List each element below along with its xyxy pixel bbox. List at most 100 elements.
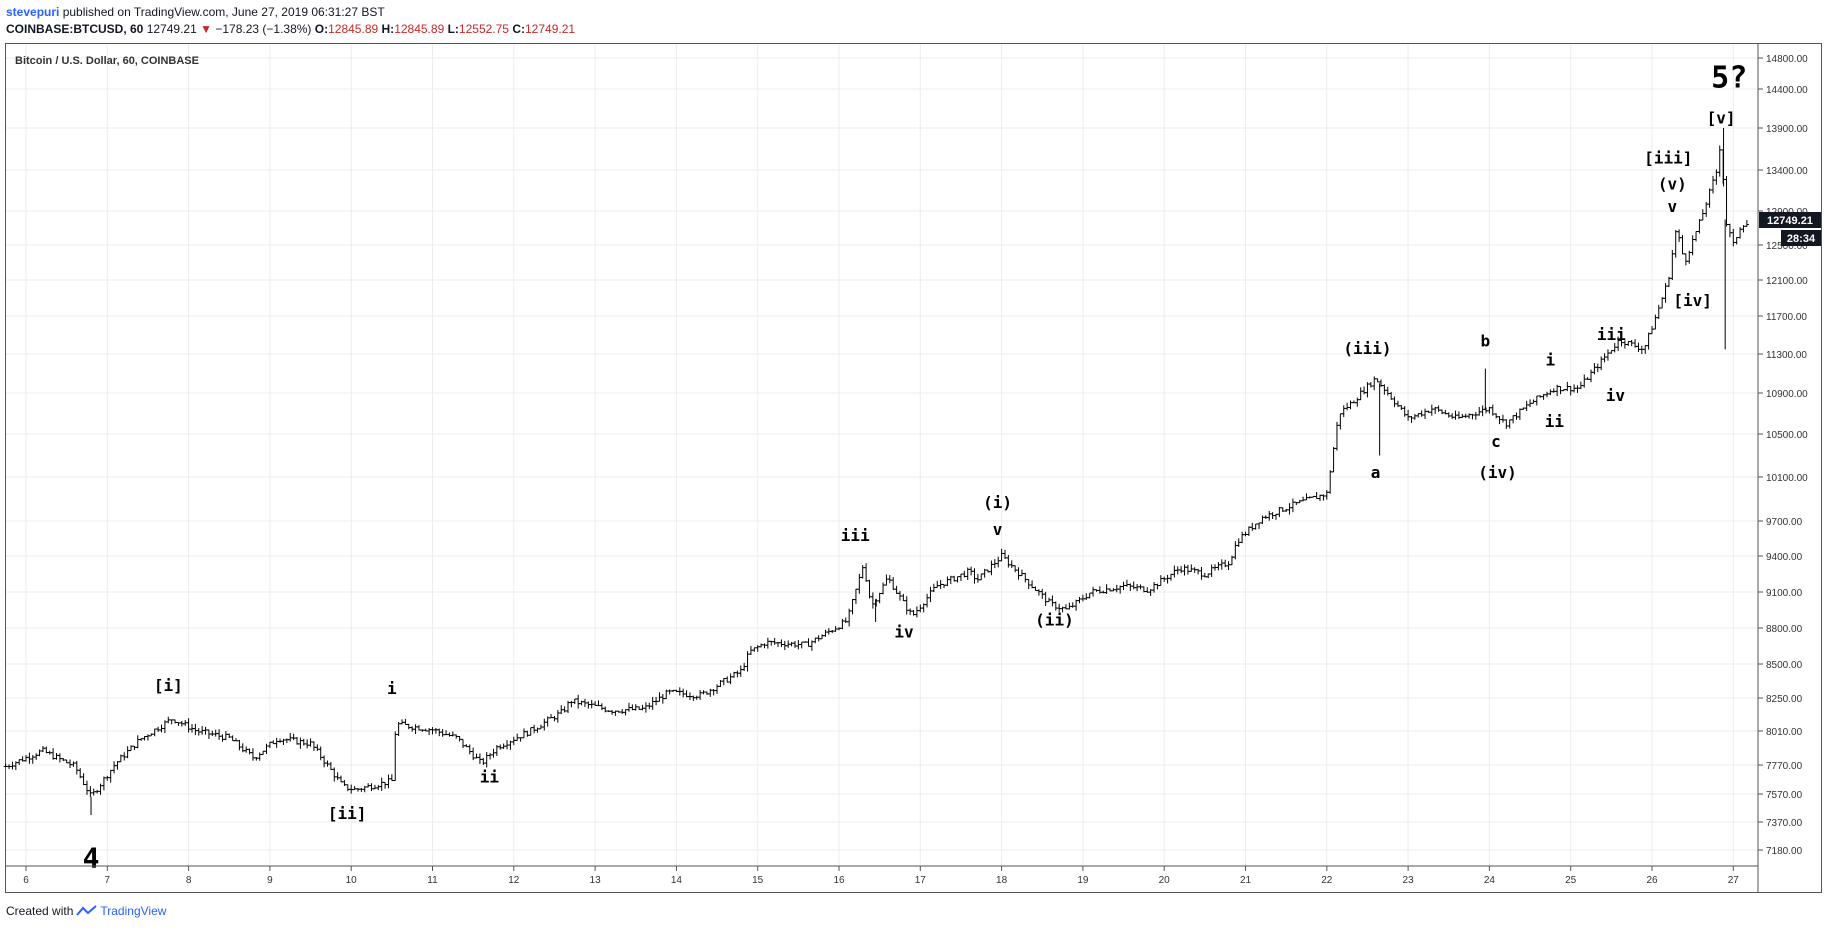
chart-frame[interactable]	[5, 43, 1822, 893]
author-link[interactable]: stevepuri	[6, 5, 60, 19]
ohlc-bar	[257, 752, 262, 761]
ohlc-bar	[1507, 419, 1512, 429]
chart-title: Bitcoin / U.S. Dollar, 60, COINBASE	[15, 55, 199, 67]
ohlc-bar	[1114, 584, 1119, 593]
ohlc-bar	[1399, 405, 1404, 411]
ohlc-bar	[71, 761, 76, 767]
ohlc-bar	[667, 689, 672, 695]
ohlc-bar	[857, 573, 862, 594]
ohlc-bar	[460, 738, 465, 749]
time-axis[interactable]: 6 7 8 9 10 11 12 13 14 15 16 17 18 19 20 21 22 23 24 25 26 27	[23, 866, 1739, 886]
ohlc-bar	[379, 777, 384, 791]
countdown-label: 28:34	[1787, 233, 1816, 245]
ohlc-bar	[891, 577, 896, 590]
wave-label: [iii]	[1644, 148, 1692, 167]
ohlc-bar	[721, 678, 726, 686]
ohlc-bar	[525, 730, 530, 737]
ohlc-bar	[996, 556, 1001, 568]
ohlc-bar	[250, 748, 255, 761]
x-tick-label: 6	[23, 875, 29, 886]
ohlc-bar	[1436, 405, 1441, 412]
ohlc-bar	[711, 689, 716, 696]
ohlc-bar	[145, 734, 150, 741]
ohlc-bar	[515, 733, 520, 741]
ohlc-bar	[1450, 413, 1455, 419]
ohlc-bar	[372, 784, 377, 790]
wave-label: c	[1491, 432, 1501, 451]
ohlc-bar	[1189, 564, 1194, 572]
wave-label: v	[993, 520, 1003, 539]
ohlc-bar	[1355, 397, 1360, 407]
ohlc-bar	[1257, 522, 1262, 530]
ohlc-bar	[928, 586, 933, 603]
ohlc-bar	[481, 757, 486, 765]
low-label: L:	[447, 22, 459, 36]
ohlc-bar	[1511, 415, 1516, 424]
y-tick-label: 9400.00	[1766, 552, 1803, 563]
ohlc-bar	[1517, 408, 1522, 420]
ohlc-bar	[1043, 591, 1048, 607]
close-value: 12749.21	[525, 22, 576, 36]
ohlc-bar	[1392, 396, 1397, 408]
ohlc-bar	[68, 759, 73, 768]
tradingview-link[interactable]: TradingView	[76, 904, 166, 918]
ohlc-bar	[1582, 374, 1587, 388]
ohlc-bar	[339, 775, 344, 783]
x-tick-label: 17	[915, 875, 927, 886]
ohlc-bar	[542, 718, 547, 731]
ohlc-bar	[1328, 470, 1333, 494]
ohlc-bar	[84, 780, 89, 795]
ohlc-bar	[1744, 219, 1749, 227]
ohlc-bar	[1124, 579, 1129, 587]
ohlc-bar	[498, 744, 503, 750]
y-tick-label: 10900.00	[1766, 389, 1808, 400]
ohlc-bar	[935, 580, 940, 589]
ohlc-bar	[132, 745, 137, 751]
ohlc-bar	[535, 727, 540, 733]
ohlc-bar	[383, 781, 388, 789]
ohlc-bar	[291, 733, 296, 741]
x-tick-label: 27	[1728, 875, 1740, 886]
last-price: 12749.21	[146, 22, 197, 36]
ohlc-bar	[440, 729, 445, 737]
ohlc-bar	[1152, 582, 1157, 593]
ohlc-bar	[1358, 387, 1363, 401]
ohlc-bar	[1196, 568, 1201, 575]
ohlc-bar	[518, 737, 523, 742]
ohlc-bar	[1727, 223, 1732, 238]
ohlc-bar	[1158, 575, 1163, 586]
ohlc-bar	[572, 698, 577, 705]
price-axis[interactable]: 7180.00 7370.00 7570.00 7770.00 8010.00 8250.…	[1758, 54, 1808, 857]
ohlc-bar	[1406, 409, 1411, 421]
ohlc-bar	[1128, 583, 1133, 591]
y-tick-label: 7570.00	[1766, 790, 1803, 801]
ohlc-bar	[1670, 250, 1675, 281]
ohlc-bar	[823, 629, 828, 637]
wave-label: (v)	[1658, 175, 1687, 194]
ohlc-bar	[51, 748, 56, 760]
ohlc-bar	[735, 670, 740, 678]
ohlc-bar	[1548, 389, 1553, 396]
wave-label: [v]	[1707, 108, 1736, 127]
ohlc-bar	[1710, 175, 1715, 194]
ohlc-bar	[779, 639, 784, 647]
wave-label: iii	[1597, 325, 1626, 344]
wave-label: (i)	[983, 493, 1012, 512]
ohlc-bar	[376, 785, 381, 791]
x-tick-label: 14	[671, 875, 683, 886]
ohlc-bar	[1697, 219, 1702, 234]
ohlc-bar	[1053, 601, 1058, 611]
x-tick-label: 7	[105, 875, 111, 886]
ohlc-bar	[904, 596, 909, 615]
ohlc-bar	[1006, 554, 1011, 568]
ohlc-bar	[1135, 584, 1140, 592]
ohlc-bar	[247, 748, 252, 755]
price-change: −178.23 (−1.38%)	[215, 22, 312, 36]
ohlc-bar	[576, 694, 581, 709]
ohlc-bar	[30, 754, 35, 764]
ohlc-bar	[1179, 566, 1184, 574]
ohlc-bar	[230, 735, 235, 742]
ohlc-legend: COINBASE:BTCUSD, 60 12749.21 ▼ −178.23 (…	[6, 22, 575, 36]
ohlc-bar	[1050, 595, 1055, 607]
